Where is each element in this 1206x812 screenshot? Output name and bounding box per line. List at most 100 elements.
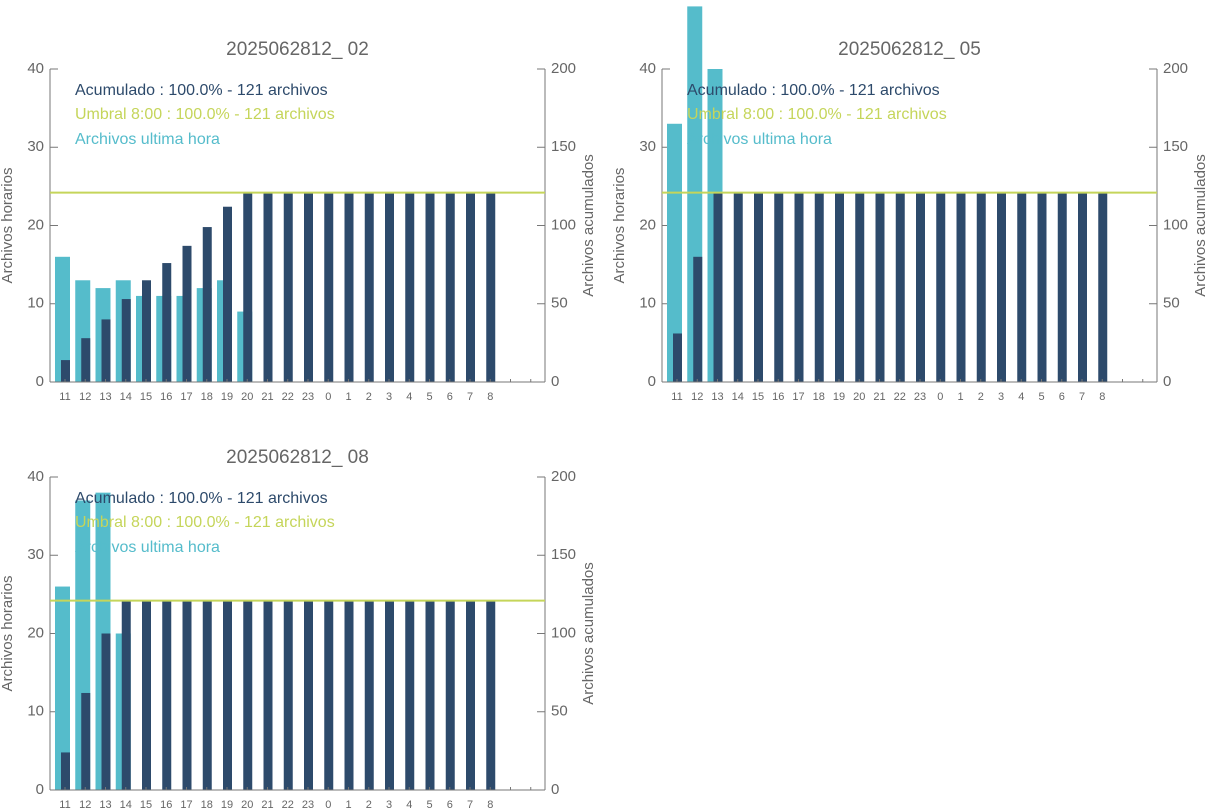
x-tick-label: 13: [711, 391, 723, 403]
x-tick-label: 22: [894, 391, 906, 403]
x-tick-label: 16: [772, 391, 784, 403]
cumulative-bar: [1037, 192, 1047, 382]
x-tick-label: 18: [813, 391, 825, 403]
cumulative-bar: [466, 600, 475, 790]
x-tick-label: 22: [282, 799, 294, 811]
cumulative-bar: [202, 600, 212, 790]
cumulative-bar: [794, 192, 804, 382]
cumulative-bar: [304, 600, 313, 790]
y2-tick-label: 150: [1163, 138, 1188, 155]
x-tick-label: 20: [241, 391, 253, 403]
cumulative-bar: [895, 192, 905, 382]
legend-label: Archivos ultima hora: [687, 131, 832, 148]
cumulative-bar: [182, 600, 192, 790]
y2-tick-label: 100: [551, 624, 576, 641]
y-tick-label: 10: [27, 703, 44, 720]
x-tick-label: 17: [180, 799, 192, 811]
x-tick-label: 3: [386, 391, 392, 403]
cumulative-bar: [304, 192, 313, 382]
x-tick-label: 11: [59, 391, 70, 403]
x-tick-label: 14: [732, 391, 744, 403]
y2-tick-label: 100: [1163, 216, 1188, 233]
cumulative-bar: [1078, 192, 1087, 382]
cumulative-bar: [733, 192, 743, 382]
x-tick-label: 16: [160, 391, 172, 403]
cumulative-bar: [425, 192, 435, 382]
x-tick-label: 15: [140, 799, 152, 811]
x-tick-label: 8: [487, 391, 493, 403]
legend-label: Acumulado : 100.0% - 121 archivos: [687, 82, 940, 99]
y-tick-label: 20: [639, 216, 656, 233]
cumulative-bar: [1057, 192, 1067, 382]
y2-axis-label: Archivos acumulados: [580, 154, 597, 297]
cumulative-bar: [385, 192, 394, 382]
cumulative-bar: [486, 192, 496, 382]
x-tick-label: 22: [282, 391, 294, 403]
chart-title: 2025062812_ 02: [226, 39, 369, 60]
y2-tick-label: 50: [551, 295, 568, 312]
x-tick-label: 18: [201, 799, 213, 811]
cumulative-bar: [81, 338, 91, 382]
y-tick-label: 30: [27, 138, 44, 155]
y-tick-label: 0: [36, 373, 44, 390]
x-tick-label: 0: [937, 391, 943, 403]
x-tick-label: 5: [426, 391, 432, 403]
legend-label: Archivos ultima hora: [75, 539, 220, 556]
x-tick-label: 1: [957, 391, 963, 403]
cumulative-bar: [81, 692, 91, 790]
x-tick-label: 12: [79, 799, 91, 811]
y-tick-label: 0: [36, 781, 44, 798]
cumulative-bar: [1017, 192, 1027, 382]
x-tick-label: 21: [873, 391, 885, 403]
x-tick-label: 2: [366, 799, 372, 811]
legend-label: Umbral 8:00 : 100.0% - 121 archivos: [75, 514, 335, 531]
y-tick-label: 20: [27, 216, 44, 233]
hourly-bar: [55, 256, 70, 382]
y-tick-label: 20: [27, 624, 44, 641]
cumulative-bar: [101, 319, 111, 382]
cumulative-bar: [283, 192, 293, 382]
x-tick-label: 4: [1018, 391, 1024, 403]
x-tick-label: 11: [671, 391, 682, 403]
x-tick-label: 3: [386, 799, 392, 811]
cumulative-bar: [405, 600, 415, 790]
cumulative-bar: [142, 280, 151, 382]
x-tick-label: 11: [59, 799, 70, 811]
x-tick-label: 23: [914, 391, 926, 403]
cumulative-bar: [445, 192, 455, 382]
cumulative-bar: [121, 299, 131, 382]
cumulative-bar: [324, 600, 334, 790]
x-tick-label: 15: [140, 391, 152, 403]
cumulative-bar: [364, 600, 374, 790]
x-tick-label: 18: [201, 391, 213, 403]
x-tick-label: 20: [241, 799, 253, 811]
y2-tick-label: 0: [551, 781, 559, 798]
cumulative-bar: [101, 633, 111, 790]
x-tick-label: 8: [487, 799, 493, 811]
x-tick-label: 5: [426, 799, 432, 811]
cumulative-bar: [713, 192, 723, 382]
x-tick-label: 6: [447, 799, 453, 811]
x-tick-label: 21: [261, 799, 273, 811]
cumulative-bar: [875, 192, 885, 382]
cumulative-bar: [344, 192, 354, 382]
x-tick-label: 20: [853, 391, 865, 403]
cumulative-bar: [916, 192, 925, 382]
legend-label: Umbral 8:00 : 100.0% - 121 archivos: [75, 106, 335, 123]
cumulative-bar: [223, 206, 232, 382]
x-tick-label: 0: [325, 391, 331, 403]
cumulative-bar: [243, 192, 253, 382]
y2-tick-label: 150: [551, 138, 576, 155]
y2-axis-label: Archivos acumulados: [580, 562, 597, 705]
y-tick-label: 40: [639, 60, 656, 77]
cumulative-bar: [445, 600, 455, 790]
x-tick-label: 17: [792, 391, 804, 403]
chart-title: 2025062812_ 08: [226, 447, 369, 468]
cumulative-bar: [182, 245, 192, 382]
x-tick-label: 19: [221, 799, 233, 811]
cumulative-bar: [283, 600, 293, 790]
cumulative-bar: [61, 752, 70, 790]
x-tick-label: 3: [998, 391, 1004, 403]
x-tick-label: 2: [978, 391, 984, 403]
cumulative-bar: [673, 333, 682, 382]
